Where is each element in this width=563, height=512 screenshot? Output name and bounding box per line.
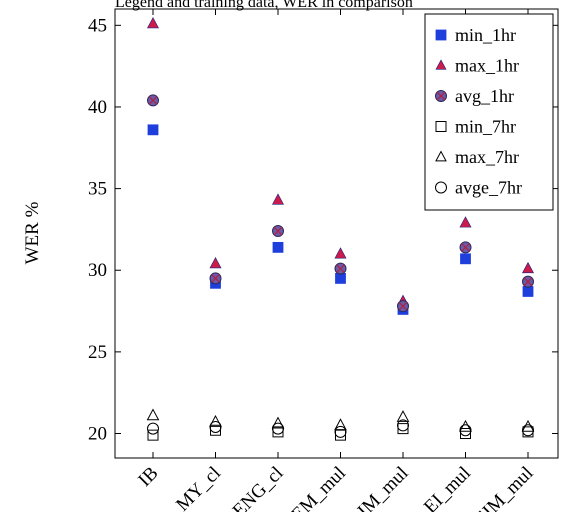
data-point: [147, 429, 159, 441]
data-points: [146, 17, 535, 441]
legend-label: min_7hr: [455, 117, 516, 137]
data-point: [521, 419, 535, 432]
data-point: [209, 272, 222, 285]
y-axis: 20 25 30 35 40 45: [88, 15, 558, 445]
data-point: [459, 241, 472, 254]
y-tick-label: 40: [88, 97, 107, 118]
data-point: [397, 300, 409, 313]
x-tick-label: IM_mul: [354, 463, 413, 512]
y-tick-label: 30: [88, 260, 107, 281]
data-point: [459, 424, 472, 437]
legend-label: avge_7hr: [455, 178, 522, 198]
legend: min_1hr max_1hr avg_1hr min_7hr max_7hr avge_…: [424, 13, 554, 211]
data-point: [335, 272, 346, 284]
data-point: [209, 420, 222, 433]
x-tick-label: MY_cl: [172, 463, 225, 512]
x-tick-label: EI_mul: [420, 463, 475, 512]
y-tick-label: 20: [88, 424, 107, 445]
data-point: [147, 422, 159, 435]
data-point: [460, 428, 471, 440]
data-point: [271, 416, 285, 429]
data-point: [460, 253, 471, 265]
legend-label: max_1hr: [455, 56, 519, 76]
data-point: [335, 429, 346, 441]
legend-marker: [435, 90, 447, 102]
y-tick-label: 35: [88, 179, 107, 200]
legend-marker: [435, 29, 447, 41]
x-tick-label: ENG_cl: [229, 463, 288, 512]
data-point: [146, 17, 160, 29]
data-point: [334, 425, 347, 438]
legend-marker: [435, 181, 447, 194]
data-point: [334, 247, 347, 259]
legend-label: avg_1hr: [455, 86, 514, 106]
y-tick-label: 45: [88, 15, 107, 36]
data-point: [397, 419, 409, 432]
data-point: [272, 422, 284, 435]
x-tick-label: EIM_mul: [470, 463, 537, 512]
legend-marker: [435, 150, 447, 162]
data-point: [146, 408, 160, 421]
data-point: [272, 225, 284, 238]
legend-marker: [435, 59, 447, 70]
data-point: [147, 124, 159, 136]
y-tick-label: 25: [88, 342, 107, 363]
data-point: [397, 423, 409, 435]
legend-box: [424, 13, 554, 211]
y-axis-label: WER %: [22, 201, 43, 264]
data-point: [334, 262, 347, 275]
x-tick-label: EM_mul: [287, 463, 350, 512]
data-point: [334, 418, 347, 431]
legend-label: max_7hr: [455, 147, 519, 167]
plot-frame: [114, 8, 559, 459]
data-point: [521, 261, 535, 274]
data-point: [522, 275, 534, 288]
data-point: [396, 410, 410, 422]
data-point: [272, 241, 284, 253]
data-point: [522, 424, 534, 437]
data-point: [271, 193, 285, 205]
data-point: [459, 419, 472, 432]
data-point: [459, 216, 472, 228]
data-point: [522, 286, 534, 297]
legend-marker: [435, 121, 447, 132]
cut-off-caption: Legend and training data, WER in compari…: [115, 0, 413, 11]
data-point: [147, 94, 159, 107]
data-point: [209, 414, 222, 427]
legend-label: min_1hr: [455, 25, 516, 45]
x-tick-label: IB: [134, 463, 162, 491]
data-point: [209, 257, 222, 269]
